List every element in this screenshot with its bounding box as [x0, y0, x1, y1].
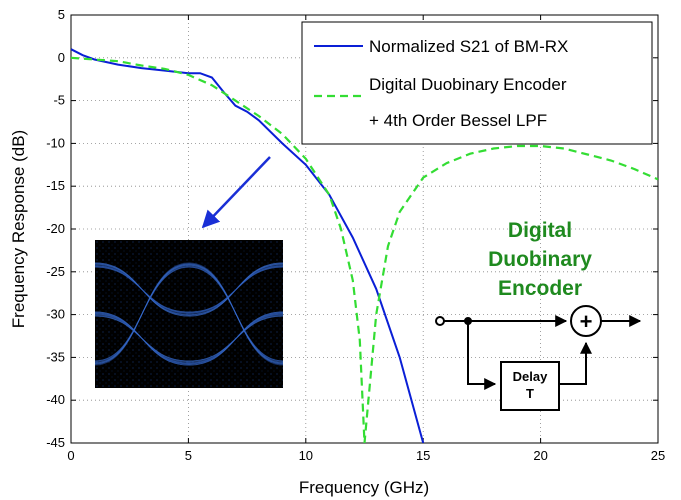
y-tick-label: -20: [46, 221, 65, 236]
legend-label-s21: Normalized S21 of BM-RX: [369, 37, 568, 56]
y-tick-label: -30: [46, 307, 65, 322]
legend: Normalized S21 of BM-RX Digital Duobinar…: [301, 21, 653, 145]
x-axis-label: Frequency (GHz): [299, 478, 429, 497]
eye-pointer-arrow: [201, 156, 271, 229]
legend-label-duobinary-line1: Digital Duobinary Encoder: [369, 75, 567, 94]
y-tick-label: -5: [53, 93, 65, 108]
eye-trace: [94, 311, 284, 366]
encoder-block-diagram: [435, 305, 642, 411]
y-axis-ticks: 5 0 -5 -10 -15 -20 -25 -30 -35 -40 -45: [46, 7, 658, 450]
input-node-icon: [435, 316, 445, 326]
series-line-duobinary: [71, 56, 658, 443]
y-tick-label: 5: [58, 7, 65, 22]
x-tick-label: 20: [533, 448, 547, 463]
encoder-title-line2: Duobinary: [488, 248, 592, 271]
y-tick-label: -10: [46, 135, 65, 150]
encoder-title-line3: Encoder: [498, 277, 582, 300]
x-tick-label: 10: [299, 448, 313, 463]
x-tick-label: 0: [67, 448, 74, 463]
eye-trace: [94, 262, 284, 317]
y-tick-label: -25: [46, 264, 65, 279]
x-tick-label: 25: [651, 448, 665, 463]
series-line-s21: [71, 48, 425, 443]
adder-symbol: +: [580, 309, 593, 334]
y-tick-label: -35: [46, 349, 65, 364]
y-axis-label: Frequency Response (dB): [9, 130, 28, 328]
delay-label-line2: T: [526, 386, 534, 401]
encoder-title-line1: Digital: [508, 219, 572, 242]
delay-label-line1: Delay: [513, 369, 548, 384]
legend-box: [301, 21, 653, 145]
y-tick-label: -15: [46, 178, 65, 193]
eye-trace: [94, 313, 284, 364]
eye-trace: [94, 266, 284, 313]
eye-diagram-image: [94, 240, 284, 388]
y-tick-label: -45: [46, 435, 65, 450]
x-axis-ticks: 0 5 10 15 20 25: [67, 15, 665, 463]
x-tick-label: 5: [185, 448, 192, 463]
x-tick-label: 15: [416, 448, 430, 463]
eye-trace: [94, 315, 284, 362]
eye-trace: [94, 266, 284, 362]
eye-trace: [94, 263, 284, 365]
y-tick-label: 0: [58, 50, 65, 65]
delay-block: [500, 361, 560, 411]
legend-label-duobinary-line2: + 4th Order Bessel LPF: [369, 111, 547, 130]
encoder-annotation: Digital Duobinary Encoder: [488, 219, 592, 300]
eye-trace: [94, 263, 284, 316]
y-tick-label: -40: [46, 392, 65, 407]
